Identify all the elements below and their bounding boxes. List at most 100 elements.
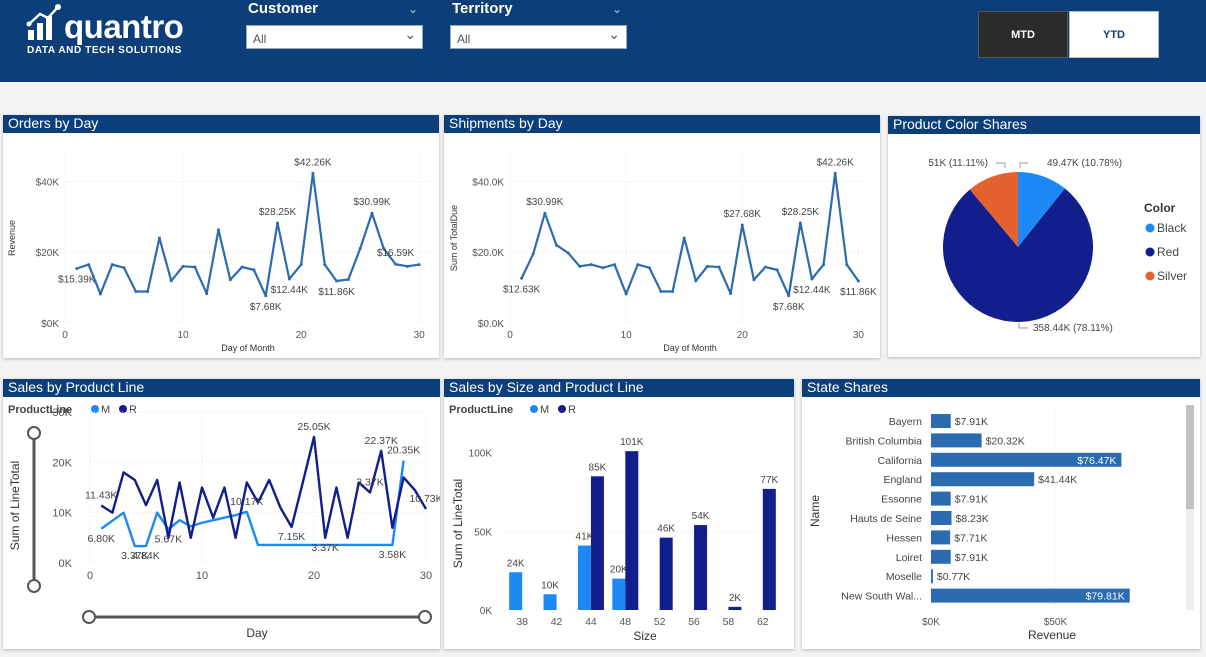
orders-data-point (216, 228, 220, 232)
shipments-data-point (845, 263, 849, 267)
legend-marker-icon (558, 405, 566, 413)
orders-data-point (299, 263, 303, 267)
shipments-data-point (694, 279, 698, 283)
orders-data-label: $28.25K (259, 207, 297, 218)
size-x-tick-label: 48 (619, 616, 631, 628)
logo-subtitle: DATA AND TECH SOLUTIONS (27, 45, 182, 56)
shipments-data-point (752, 278, 756, 282)
state-bar (931, 569, 933, 584)
state-y-tick-label: Hessen (886, 532, 922, 544)
territory-dropdown-value: All (457, 32, 471, 46)
orders-data-point (98, 292, 102, 296)
state-bar (931, 588, 1130, 603)
pl-data-label: 5.67K (155, 533, 182, 545)
state-y-tick-label: British Columbia (846, 435, 923, 447)
logo-icon (26, 4, 61, 40)
pl-series-line-r (100, 435, 428, 540)
pl-data-label: 22.37K (365, 435, 398, 447)
shipments-data-point (856, 279, 860, 283)
state-bar (931, 452, 1122, 467)
orders-data-point (157, 236, 161, 240)
state-y-tick-label: Essonne (881, 494, 922, 506)
chevron-down-icon[interactable]: ⌄ (408, 2, 419, 16)
pl-y-tick-label: 20K (52, 457, 72, 469)
mtd-button[interactable]: MTD (978, 11, 1068, 58)
size-data-label: 46K (657, 524, 675, 535)
pie-legend-item: Red (1157, 245, 1179, 259)
state-data-label: $76.47K (1077, 455, 1116, 467)
pl-x-tick-label: 10 (196, 570, 208, 582)
shipments-x-tick-label: 0 (507, 330, 513, 341)
x-zoom-slider-handle[interactable] (82, 610, 96, 624)
ytd-button[interactable]: YTD (1069, 11, 1159, 58)
shipments-data-label: $11.86K (840, 287, 877, 298)
pie-legend-title: Color (1144, 201, 1176, 215)
shipments-x-tick-label: 20 (737, 330, 749, 341)
x-zoom-slider-handle[interactable] (418, 610, 432, 624)
chevron-down-icon: ⌄ (608, 26, 620, 42)
legend-marker-icon (91, 405, 99, 413)
orders-data-label: $12.44K (271, 285, 309, 296)
shipments-data-point (613, 263, 617, 267)
state-y-tick-label: Hauts de Seine (850, 513, 922, 525)
chevron-down-icon[interactable]: ⌄ (612, 2, 623, 16)
pl-y-tick-label: 30K (52, 407, 72, 419)
productline-chart: ProductLine M R 0K 10K 20K 30K 0 10 20 30 Day Sum of… (8, 404, 440, 640)
scrollbar-thumb[interactable] (1186, 405, 1194, 509)
customer-dropdown[interactable]: All ⌄ (246, 25, 423, 49)
legend-marker-icon (119, 405, 127, 413)
size-x-tick-label: 44 (585, 616, 597, 628)
orders-data-point (110, 263, 114, 267)
orders-y-tick-label: $40K (36, 177, 60, 188)
pl-x-tick-label: 0 (87, 570, 93, 582)
orders-y-tick-label: $0K (41, 319, 59, 330)
state-bar (931, 414, 951, 428)
shipments-data-point (787, 294, 791, 298)
shipments-data-point (705, 264, 709, 268)
shipments-y-axis-label: Sum of TotalDue (449, 205, 459, 271)
pie-slice-silver (969, 172, 1018, 247)
shipments-y-tick-label: $20.0K (472, 248, 504, 259)
pl-x-tick-label: 30 (420, 570, 432, 582)
orders-data-label: $11.86K (318, 287, 355, 298)
sizeline-title: Sales by Size and Product Line (444, 379, 794, 397)
shipments-data-point (636, 263, 640, 267)
pl-data-label: 6.80K (87, 533, 114, 545)
orders-data-point (193, 265, 197, 269)
size-bar-m (543, 594, 557, 610)
territory-slicer: Territory ⌄ All ⌄ (450, 0, 628, 52)
pl-data-label: 4.84K (132, 550, 159, 562)
sizeline-chart: ProductLine M R 0K 50K 100K Sum of LineTotal Si… (449, 404, 779, 643)
state-y-tick-label: Moselle (886, 571, 922, 583)
orders-data-point (382, 247, 386, 251)
pl-data-label: 3.37K (356, 477, 383, 489)
shipments-title: Shipments by Day (444, 115, 880, 133)
territory-dropdown[interactable]: All ⌄ (450, 25, 627, 49)
legend-marker-icon (1145, 247, 1155, 257)
orders-data-point (205, 292, 209, 296)
shipments-data-label: $27.68K (724, 209, 762, 220)
shipments-data-point (717, 265, 721, 269)
size-y-tick-label: 0K (480, 606, 493, 617)
legend-marker-icon (1145, 223, 1155, 233)
size-bar-m (612, 578, 626, 610)
orders-title: Orders by Day (3, 115, 439, 133)
size-x-tick-label: 52 (654, 616, 666, 628)
shipments-data-label: $12.44K (793, 285, 831, 296)
state-y-tick-label: Loiret (896, 552, 922, 564)
shipments-data-point (775, 268, 779, 272)
y-zoom-slider-handle[interactable] (27, 426, 41, 440)
size-data-label: 77K (760, 475, 778, 486)
legend-marker-icon (1145, 271, 1155, 281)
pl-legend-item: R (129, 404, 137, 416)
pl-data-label: 10.73K (409, 493, 440, 505)
state-data-label: $7.91K (955, 416, 988, 428)
orders-x-tick-label: 10 (178, 330, 190, 341)
y-zoom-slider-handle[interactable] (27, 579, 41, 593)
state-x-axis-label: Revenue (1028, 628, 1076, 642)
orders-series-line (76, 172, 420, 297)
territory-slicer-title: Territory (452, 0, 513, 17)
shipments-data-label: $12.63K (503, 284, 541, 295)
orders-data-point (370, 211, 374, 215)
pl-legend-item: M (101, 404, 110, 416)
